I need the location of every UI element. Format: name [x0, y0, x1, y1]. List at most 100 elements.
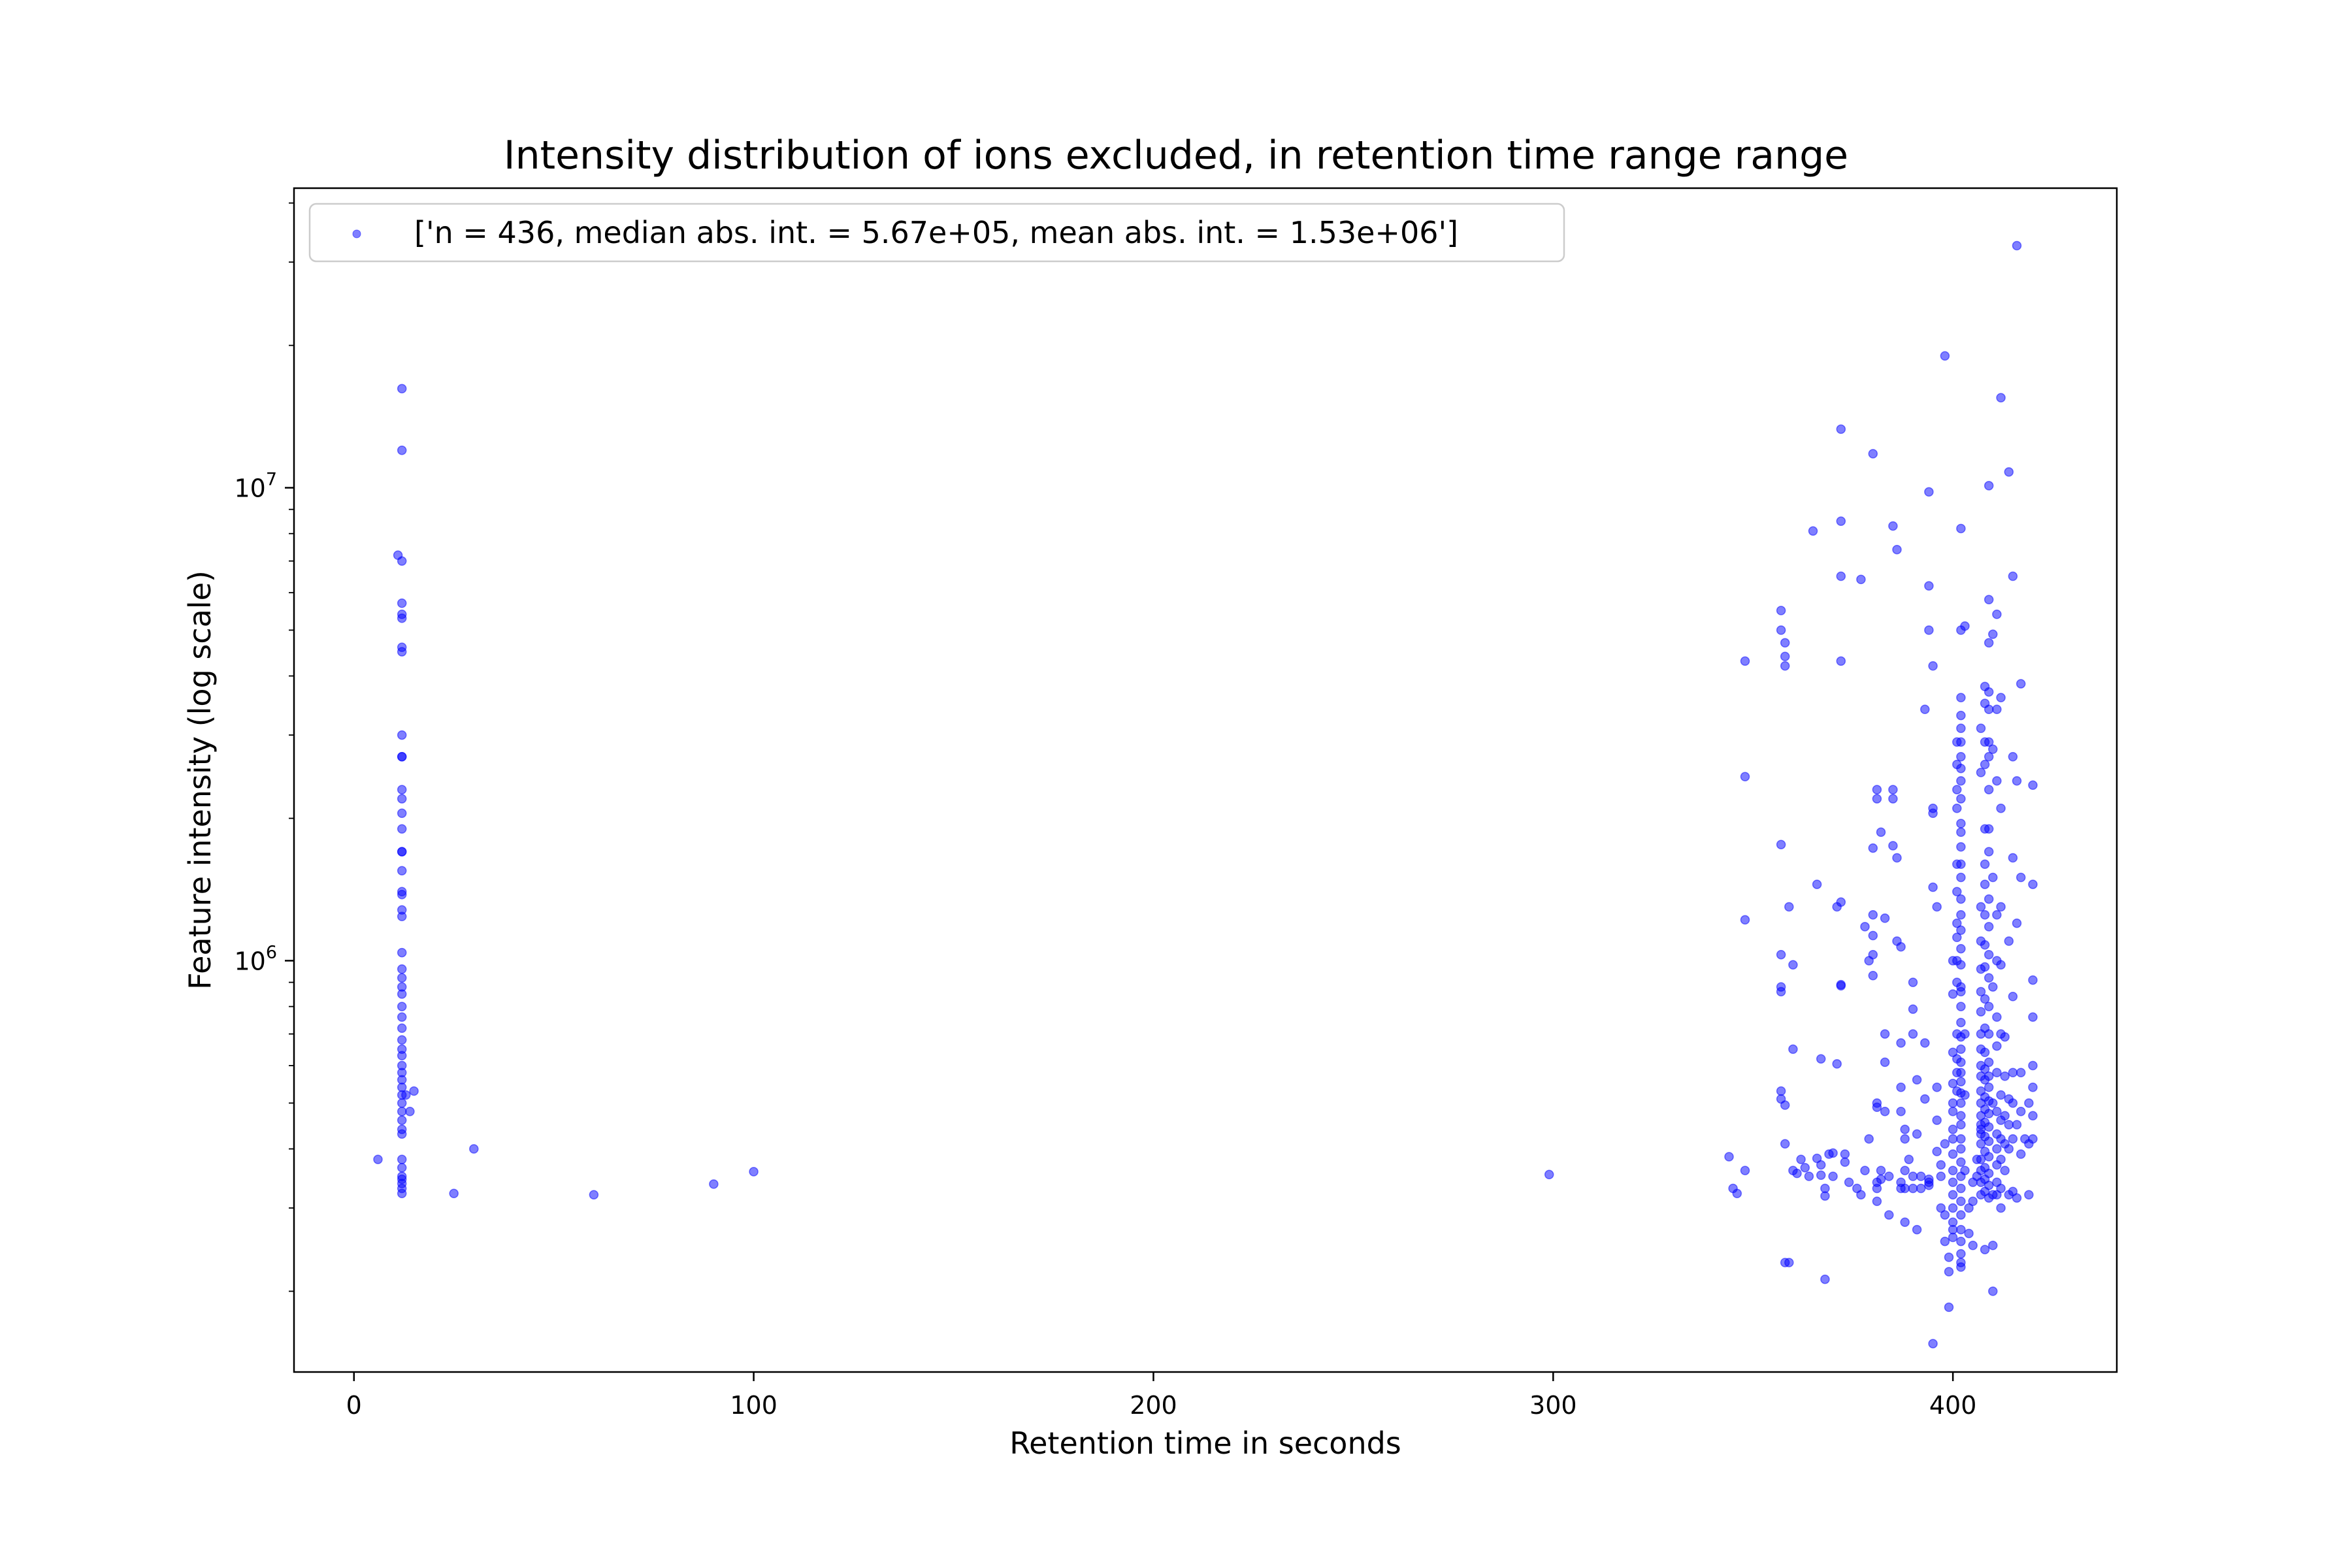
data-point — [397, 964, 407, 974]
data-point — [2016, 1106, 2026, 1117]
data-point — [1980, 759, 1990, 770]
data-point — [1976, 768, 1986, 777]
data-point — [1856, 1190, 1866, 1200]
data-point — [1948, 1166, 1958, 1175]
data-point — [1984, 894, 1994, 904]
data-point — [1956, 737, 1966, 747]
data-point — [1984, 922, 1994, 932]
data-point — [1980, 879, 1990, 889]
data-point — [1924, 625, 1934, 635]
data-point — [397, 824, 407, 834]
data-point — [1952, 918, 1962, 928]
data-point — [1948, 1134, 1958, 1144]
data-point — [1776, 625, 1786, 635]
data-point — [1912, 1129, 1922, 1139]
data-point — [1956, 1057, 1966, 1068]
data-point — [1944, 1302, 1954, 1313]
data-point — [1908, 977, 1918, 987]
data-point — [2000, 1111, 2010, 1121]
data-point — [397, 1154, 407, 1164]
data-point — [2004, 1144, 2014, 1154]
data-point — [1776, 606, 1786, 615]
data-point — [1864, 1134, 1874, 1144]
data-point — [1732, 1188, 1742, 1198]
data-point — [1916, 1171, 1926, 1181]
data-point — [1956, 827, 1966, 837]
data-point — [1984, 824, 1994, 834]
data-point — [1872, 1183, 1882, 1194]
data-point — [1888, 521, 1898, 531]
data-point — [1872, 1102, 1882, 1112]
data-point — [1956, 1120, 1966, 1130]
data-point — [1984, 751, 1994, 762]
data-point — [1992, 704, 2002, 714]
data-point — [397, 1012, 407, 1022]
data-point — [397, 730, 407, 740]
data-point — [1956, 1002, 1966, 1011]
data-point — [1892, 853, 1902, 863]
data-point — [1948, 1098, 1958, 1108]
data-point — [2008, 1134, 2018, 1144]
data-point — [1944, 1252, 1954, 1262]
data-point — [1984, 687, 1994, 697]
data-point — [397, 1115, 407, 1125]
legend-marker — [352, 229, 361, 238]
data-point — [1896, 1082, 1906, 1092]
data-point — [1928, 882, 1938, 892]
data-point — [1992, 910, 2002, 920]
data-point — [1956, 794, 1966, 804]
data-point — [1872, 1196, 1882, 1206]
data-point — [397, 973, 407, 983]
data-point — [1740, 656, 1750, 666]
data-point — [2024, 1190, 2034, 1200]
data-point — [2008, 1068, 2018, 1077]
data-point — [1980, 1047, 1990, 1058]
y-axis-label: Feature intensity (log scale) — [182, 570, 218, 990]
data-point — [1984, 1029, 1994, 1039]
x-axis-label: Retention time in seconds — [1009, 1426, 1401, 1461]
data-point — [397, 556, 407, 566]
y-tick-label: 106 — [234, 942, 277, 975]
data-point — [1776, 949, 1786, 960]
data-point — [1960, 621, 1970, 631]
data-point — [1888, 785, 1898, 794]
data-point — [1984, 595, 1994, 605]
data-point — [1868, 930, 1878, 941]
data-point — [1788, 1044, 1798, 1054]
data-point — [409, 1086, 419, 1096]
data-point — [1956, 1134, 1966, 1144]
data-point — [1788, 960, 1798, 970]
data-point — [1988, 1286, 1998, 1296]
data-point — [1900, 1166, 1910, 1175]
data-point — [2028, 975, 2038, 985]
data-point — [397, 1098, 407, 1108]
data-point — [1956, 943, 1966, 954]
data-point — [1780, 1139, 1790, 1149]
data-point — [1940, 351, 1950, 361]
data-point — [1984, 1168, 1994, 1179]
data-point — [2012, 240, 2022, 251]
data-point — [1868, 910, 1878, 920]
x-tick-label: 300 — [1529, 1391, 1577, 1420]
data-point — [397, 1106, 407, 1117]
data-point — [1992, 1068, 2002, 1077]
data-point — [1844, 1177, 1854, 1187]
data-point — [1888, 794, 1898, 804]
data-point — [1932, 902, 1942, 912]
data-point — [1956, 894, 1966, 904]
plot-frame — [293, 187, 2118, 1373]
data-point — [1960, 1029, 1970, 1039]
data-point — [1932, 1147, 1942, 1156]
data-point — [1880, 913, 1890, 923]
data-point — [1984, 1082, 1994, 1092]
data-point — [2004, 936, 2014, 946]
data-point — [1836, 571, 1846, 581]
data-point — [1948, 1203, 1958, 1213]
data-point — [1984, 1122, 1994, 1132]
data-point — [1868, 449, 1878, 459]
data-point — [1888, 841, 1898, 851]
data-point — [1984, 1071, 1994, 1081]
data-point — [1920, 1094, 1930, 1104]
data-point — [1876, 1174, 1886, 1184]
